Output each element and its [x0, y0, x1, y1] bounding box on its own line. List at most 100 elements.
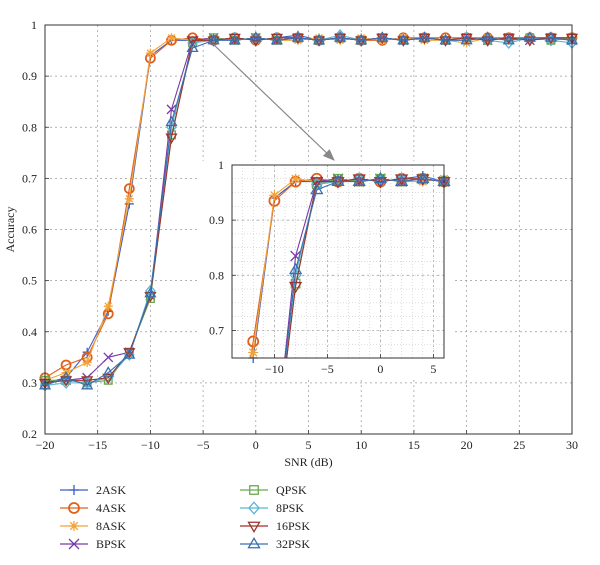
main-x-tick-8: 20 — [461, 438, 473, 452]
main-point-32PSK-24 — [544, 31, 557, 42]
inset-point-32PSK-9 — [394, 174, 409, 186]
inset-point-32PSK-10 — [416, 171, 430, 184]
legend-marker-4ASK — [68, 502, 80, 514]
main-y-tick-6: 0.8 — [22, 120, 37, 134]
main-point-32PSK-6 — [165, 115, 178, 127]
inset-x-tick-3: 5 — [430, 362, 436, 376]
main-point-8ASK-2 — [82, 357, 92, 367]
main-point-32PSK-14 — [334, 31, 347, 42]
main-y-tick-5: 0.7 — [22, 171, 37, 185]
inset-line-32PSK — [284, 178, 444, 358]
inset-x-tick-labels: −10 −5 0 5 — [265, 354, 436, 376]
main-x-tick-9: 25 — [513, 438, 525, 452]
main-point-32PSK-2 — [81, 378, 94, 390]
main-point-32PSK-21 — [481, 31, 494, 42]
main-point-16PSK-17 — [397, 36, 410, 47]
legend-item-16PSK: 16PSK — [240, 519, 310, 534]
main-point-16PSK-15 — [355, 36, 368, 47]
main-point-32PSK-11 — [270, 33, 283, 45]
main-x-tick-3: −5 — [197, 438, 210, 452]
legend-marker-BPSK — [68, 538, 80, 550]
y-axis-title: Accuracy — [3, 207, 17, 253]
main-y-tick-7: 0.9 — [22, 69, 37, 83]
main-point-16PSK-24 — [544, 33, 557, 45]
main-point-32PSK-8 — [207, 33, 220, 45]
legend-label-QPSK: QPSK — [276, 483, 307, 497]
legend-marker-QPSK — [249, 485, 259, 495]
legend-label-BPSK: BPSK — [96, 537, 126, 551]
main-series-layer — [38, 29, 579, 392]
main-point-BPSK-3 — [103, 352, 114, 363]
legend-item-32PSK: 32PSK — [240, 536, 310, 551]
legend-item-2ASK: 2ASK — [60, 483, 126, 497]
main-x-tick-labels: −20 −15 −10 −5 0 5 10 15 20 25 30 — [36, 430, 578, 452]
inset-point-16PSK-5 — [310, 177, 324, 189]
inset-point-8ASK-2 — [248, 347, 259, 358]
main-point-32PSK-5 — [144, 286, 157, 298]
main-x-tick-4: 0 — [253, 438, 259, 452]
main-y-tick-2: 0.4 — [22, 325, 37, 339]
inset-grid — [232, 165, 444, 358]
main-x-tick-2: −10 — [141, 438, 160, 452]
inset-y-tick-2: 0.9 — [209, 213, 224, 227]
main-x-tick-5: 5 — [306, 438, 312, 452]
legend-item-BPSK: BPSK — [60, 537, 126, 551]
main-point-32PSK-10 — [249, 31, 262, 42]
inset-y-tick-0: 0.7 — [209, 323, 224, 337]
legend-label-2ASK: 2ASK — [96, 483, 126, 497]
inset-point-32PSK-4 — [288, 262, 303, 275]
legend-marker-2ASK — [69, 485, 79, 495]
main-point-8ASK-5 — [145, 48, 155, 58]
zoom-arrow — [212, 43, 335, 161]
main-y-tick-8: 1 — [31, 18, 37, 32]
main-point-32PSK-16 — [376, 31, 389, 42]
main-point-32PSK-4 — [123, 348, 136, 359]
main-point-32PSK-18 — [418, 31, 431, 42]
main-point-16PSK-12 — [291, 33, 305, 45]
main-point-8PSK-23 — [524, 31, 536, 44]
main-point-32PSK-3 — [102, 366, 115, 377]
main-y-tick-labels: 0.2 0.3 0.4 0.5 0.6 0.7 0.8 0.9 1 — [22, 18, 49, 441]
main-point-8ASK-3 — [103, 301, 113, 311]
main-y-tick-1: 0.3 — [22, 376, 37, 390]
inset-x-tick-2: 0 — [377, 362, 383, 376]
main-point-32PSK-20 — [460, 33, 473, 45]
inset-x-tick-1: −5 — [321, 362, 334, 376]
inset-point-16PSK-4 — [288, 281, 303, 294]
legend: 2ASK 4ASK 8ASK BPSK QPSK 8PSK 16PSK 32PSK — [60, 483, 310, 551]
legend-item-4ASK: 4ASK — [60, 501, 126, 515]
legend-label-8PSK: 8PSK — [276, 501, 304, 515]
main-x-tick-1: −15 — [88, 438, 107, 452]
inset-background — [200, 161, 452, 380]
legend-label-8ASK: 8ASK — [96, 519, 126, 533]
main-point-16PSK-14 — [334, 33, 347, 45]
main-point-8ASK-18 — [419, 35, 429, 45]
legend-marker-16PSK — [247, 521, 261, 534]
main-point-8PSK-14 — [334, 29, 346, 42]
main-point-32PSK-9 — [228, 33, 241, 45]
inset-y-tick-3: 1 — [218, 158, 224, 172]
legend-label-16PSK: 16PSK — [276, 519, 310, 533]
inset-y-tick-labels: 0.7 0.8 0.9 1 — [209, 158, 236, 337]
main-point-32PSK-17 — [397, 33, 410, 45]
legend-item-8PSK: 8PSK — [240, 501, 304, 515]
legend-marker-8PSK — [248, 501, 260, 515]
main-point-8ASK-16 — [377, 35, 387, 45]
main-y-tick-0: 0.2 — [22, 427, 37, 441]
main-point-8ASK-17 — [398, 33, 408, 43]
main-point-8ASK-13 — [314, 33, 324, 43]
main-x-tick-0: −20 — [36, 438, 55, 452]
main-point-8ASK-12 — [293, 35, 303, 45]
inset-point-32PSK-7 — [352, 174, 366, 186]
inset-x-tick-0: −10 — [265, 362, 284, 376]
inset-point-16PSK-10 — [416, 174, 430, 186]
main-y-tick-3: 0.5 — [22, 274, 37, 288]
legend-item-QPSK: QPSK — [240, 483, 307, 497]
main-point-32PSK-1 — [60, 371, 73, 382]
inset-point-32PSK-8 — [373, 171, 388, 184]
main-point-4ASK-4 — [123, 183, 135, 195]
main-point-16PSK-2 — [81, 376, 94, 387]
main-point-32PSK-7 — [186, 41, 199, 53]
main-point-32PSK-22 — [502, 33, 515, 45]
